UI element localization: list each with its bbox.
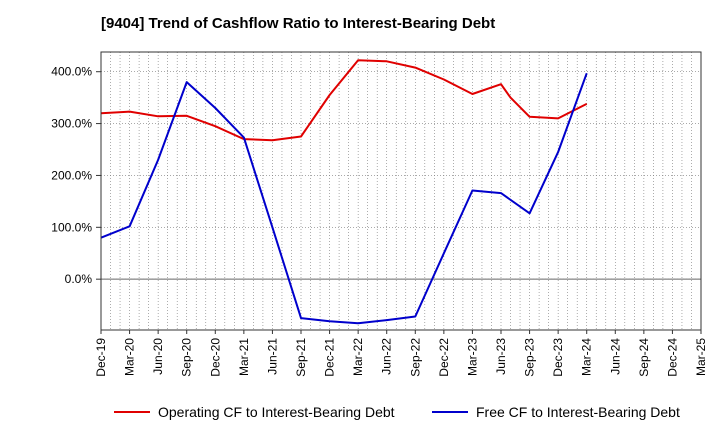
y-tick-label: 0.0% — [65, 272, 93, 286]
legend-label-free-cf: Free CF to Interest-Bearing Debt — [476, 404, 680, 420]
series-line-0 — [100, 59, 588, 142]
x-tick-label: Sep-24 — [637, 338, 651, 377]
x-tick-label: Jun-20 — [151, 338, 165, 375]
x-tick-label: Sep-20 — [180, 338, 194, 377]
x-tick-label: Dec-24 — [665, 338, 679, 377]
x-tick-label: Mar-25 — [694, 338, 708, 376]
x-tick-labels: Dec-19 Mar-20 Jun-20 Sep-20 Dec-20 Mar-21 Jun-… — [94, 330, 708, 377]
legend-swatch-free-cf — [432, 411, 468, 413]
x-tick-label: Mar-22 — [351, 338, 365, 376]
x-tick-label: Dec-20 — [208, 338, 222, 377]
x-tick-label: Mar-21 — [237, 338, 251, 376]
y-tick-labels: 400.0% 300.0% 200.0% 100.0% 0.0% — [51, 65, 101, 286]
y-tick-label: 300.0% — [51, 117, 92, 131]
legend-swatch-operating-cf — [114, 411, 150, 413]
x-tick-label: Dec-21 — [323, 338, 337, 377]
y-tick-label: 200.0% — [51, 168, 92, 182]
legend-label-operating-cf: Operating CF to Interest-Bearing Debt — [158, 404, 395, 420]
x-tick-label: Sep-23 — [523, 338, 537, 377]
y-tick-label: 400.0% — [51, 65, 92, 79]
x-tick-label: Jun-23 — [494, 338, 508, 375]
x-tick-label: Dec-22 — [437, 338, 451, 377]
y-tick-label: 100.0% — [51, 220, 92, 234]
grid-lines — [100, 52, 702, 330]
x-tick-label: Sep-22 — [408, 338, 422, 377]
x-tick-label: Jun-22 — [380, 338, 394, 375]
plot-frame — [100, 51, 702, 331]
chart-title: [9404] Trend of Cashflow Ratio to Intere… — [101, 15, 496, 32]
x-tick-label: Jun-24 — [608, 338, 622, 375]
legend: Operating CF to Interest-Bearing Debt Fr… — [0, 404, 720, 426]
x-tick-label: Sep-21 — [294, 338, 308, 377]
x-tick-label: Jun-21 — [265, 338, 279, 375]
plot-border — [100, 51, 702, 331]
series-lines — [100, 59, 588, 325]
x-tick-label: Dec-19 — [94, 338, 108, 377]
legend-item-free-cf: Free CF to Interest-Bearing Debt — [432, 404, 680, 420]
x-tick-label: Mar-24 — [580, 338, 594, 376]
x-tick-label: Dec-23 — [551, 338, 565, 377]
series-line-1 — [100, 72, 588, 325]
x-tick-label: Mar-23 — [465, 338, 479, 376]
x-tick-label: Mar-20 — [123, 338, 137, 376]
legend-item-operating-cf: Operating CF to Interest-Bearing Debt — [114, 404, 395, 420]
